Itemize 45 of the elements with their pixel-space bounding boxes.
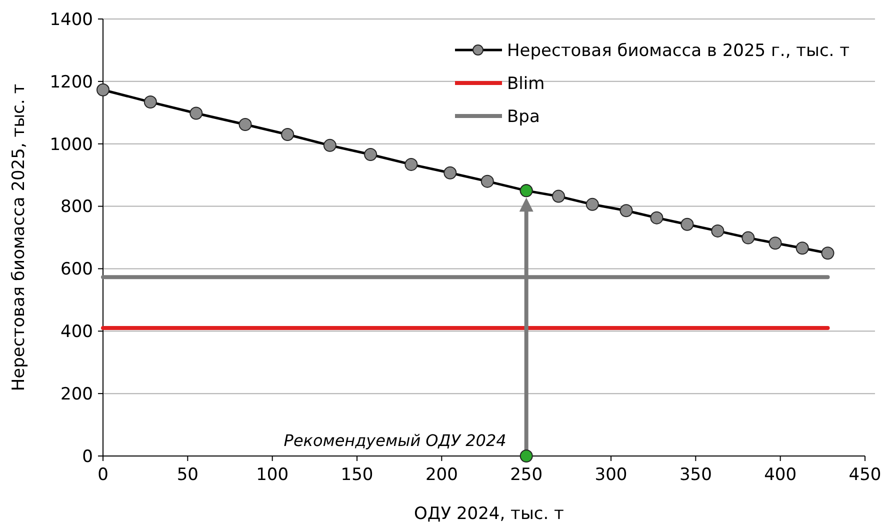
x-tick-label: 50 <box>176 465 198 485</box>
y-tick-label: 1400 <box>50 10 93 30</box>
point <box>520 450 533 462</box>
y-tick-label: 1000 <box>50 134 93 155</box>
point <box>238 118 252 132</box>
point <box>650 211 664 224</box>
y-tick-label: 600 <box>60 260 93 280</box>
point <box>620 204 633 218</box>
point <box>742 231 755 244</box>
point <box>190 106 203 120</box>
x-tick-label: 450 <box>848 465 882 485</box>
y-tick-label: 200 <box>60 384 93 405</box>
point <box>680 218 694 231</box>
y-axis-title: Нерестовая биомасса 2025, тыс. т <box>9 84 29 392</box>
point <box>144 96 157 109</box>
y-tick-label: 800 <box>60 197 93 218</box>
y-tick-label: 1200 <box>50 72 93 92</box>
y-tick-label: 400 <box>60 322 93 342</box>
legend-label: Blim <box>507 74 545 94</box>
point <box>768 236 782 250</box>
point <box>364 148 378 161</box>
x-tick-label: 350 <box>679 465 712 485</box>
x-tick-label: 100 <box>256 465 289 485</box>
y-tick-label: 0 <box>82 446 93 467</box>
legend-label: Bpa <box>507 106 540 127</box>
point <box>323 138 336 152</box>
point <box>281 128 294 141</box>
x-tick-label: 250 <box>510 465 543 485</box>
point <box>96 83 110 96</box>
point <box>711 224 724 238</box>
x-tick-label: 150 <box>340 465 374 485</box>
point <box>404 158 418 171</box>
point <box>552 190 566 203</box>
point <box>480 174 494 188</box>
x-tick-label: 0 <box>98 465 108 485</box>
x-tick-label: 200 <box>425 465 458 485</box>
x-tick-label: 300 <box>594 465 628 485</box>
point <box>444 166 457 180</box>
point <box>796 242 809 255</box>
legend-label: Нерестовая биомасса в 2025 г., тыс. т <box>507 40 850 61</box>
x-tick-label: 400 <box>764 465 797 485</box>
point <box>586 198 599 211</box>
point <box>821 246 834 260</box>
x-axis-title: ОДУ 2024, тыс. т <box>414 504 564 524</box>
annotation: Рекомендуемый ОДУ 2024 <box>284 431 506 450</box>
